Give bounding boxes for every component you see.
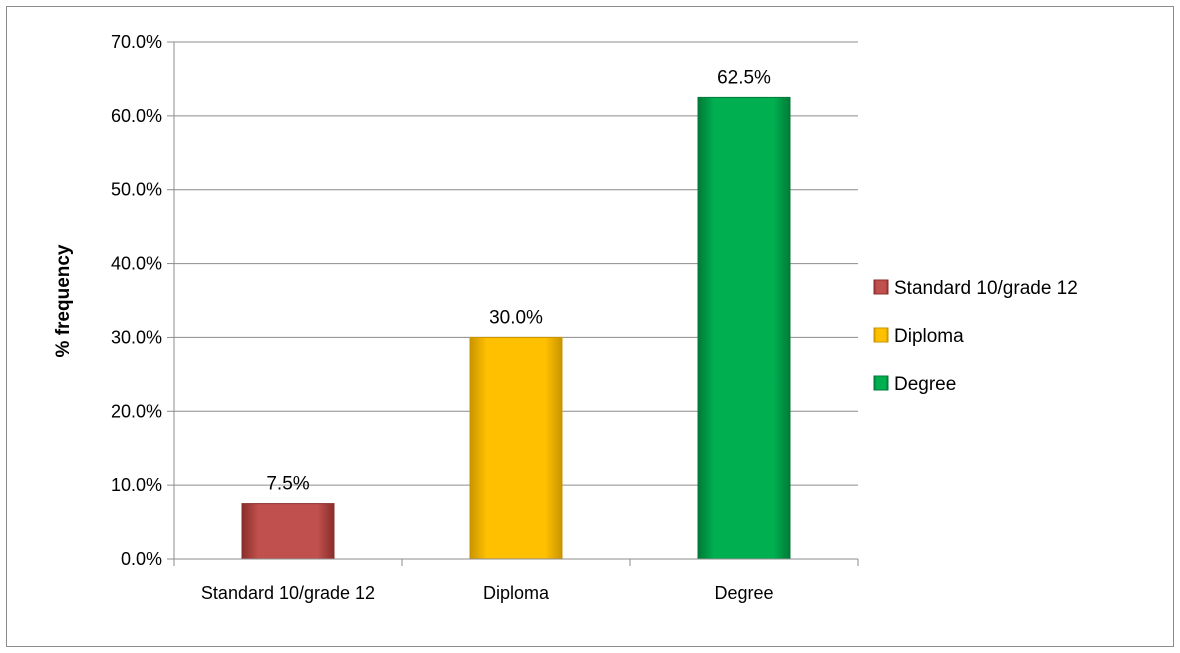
legend: Standard 10/grade 12 Diploma Degree — [873, 278, 1078, 395]
legend-entry: Degree — [894, 374, 956, 395]
x-tick-label: Standard 10/grade 12 — [201, 583, 375, 603]
chart-frame — [6, 6, 1174, 647]
data-label: 7.5% — [266, 474, 309, 495]
legend-swatch — [873, 279, 889, 295]
y-axis-title: % frequency — [53, 244, 74, 357]
y-tick-label: 40.0% — [111, 254, 162, 274]
x-tick-label: Degree — [714, 583, 773, 603]
bar-2 — [697, 96, 791, 560]
bar-1 — [469, 336, 563, 560]
y-tick-label: 20.0% — [111, 401, 162, 421]
bars — [241, 96, 791, 560]
data-label: 62.5% — [717, 67, 771, 88]
y-tick-label: 50.0% — [111, 180, 162, 200]
x-tick-labels: Standard 10/grade 12 Diploma Degree — [201, 583, 774, 603]
y-tick-labels: 0.0% 10.0% 20.0% 30.0% 40.0% 50.0% 60.0% 70.0% — [111, 32, 162, 569]
legend-swatch — [873, 375, 889, 391]
axes — [173, 42, 859, 566]
legend-swatch — [873, 327, 889, 343]
y-tick-label: 10.0% — [111, 475, 162, 495]
data-labels: 7.5% 30.0% 62.5% — [266, 67, 771, 494]
legend-entry: Diploma — [894, 326, 964, 347]
y-tick-label: 30.0% — [111, 327, 162, 347]
y-tick-label: 60.0% — [111, 106, 162, 126]
data-label: 30.0% — [489, 307, 543, 328]
y-tick-label: 70.0% — [111, 32, 162, 52]
legend-entry: Standard 10/grade 12 — [894, 278, 1078, 299]
bar-0 — [241, 503, 335, 560]
x-tick-label: Diploma — [483, 583, 550, 603]
y-tick-label: 0.0% — [121, 549, 162, 569]
